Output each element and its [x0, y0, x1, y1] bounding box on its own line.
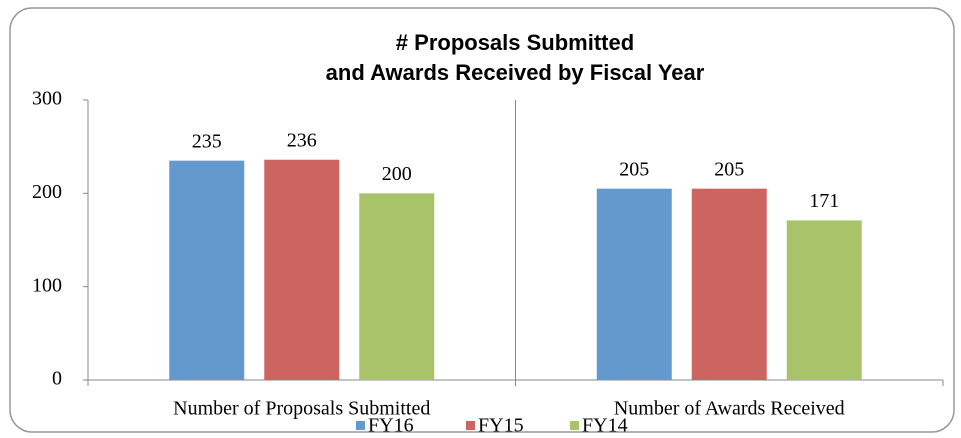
legend-label: FY14 — [582, 415, 628, 437]
y-tick-label: 100 — [32, 274, 62, 296]
chart-title: and Awards Received by Fiscal Year — [326, 60, 705, 85]
legend-label: FY16 — [368, 415, 414, 437]
legend-swatch — [570, 421, 579, 430]
data-label: 205 — [619, 158, 649, 180]
data-label: 171 — [809, 190, 839, 212]
bar — [596, 188, 672, 380]
bar — [264, 159, 340, 380]
y-tick-label: 0 — [52, 368, 62, 390]
legend-label: FY15 — [478, 415, 524, 437]
bar — [169, 160, 245, 380]
data-label: 200 — [382, 163, 412, 185]
y-tick-label: 300 — [32, 88, 62, 110]
x-tick-label: Number of Proposals Submitted — [173, 398, 430, 420]
legend-swatch — [356, 421, 365, 430]
bar — [786, 220, 862, 380]
data-label: 235 — [192, 130, 222, 152]
bar — [691, 188, 767, 380]
chart-title: # Proposals Submitted — [396, 30, 634, 55]
data-label: 205 — [714, 158, 744, 180]
data-label: 236 — [287, 129, 317, 151]
bar — [359, 193, 435, 380]
legend-swatch — [466, 421, 475, 430]
y-tick-label: 200 — [32, 181, 62, 203]
x-tick-label: Number of Awards Received — [614, 398, 845, 420]
